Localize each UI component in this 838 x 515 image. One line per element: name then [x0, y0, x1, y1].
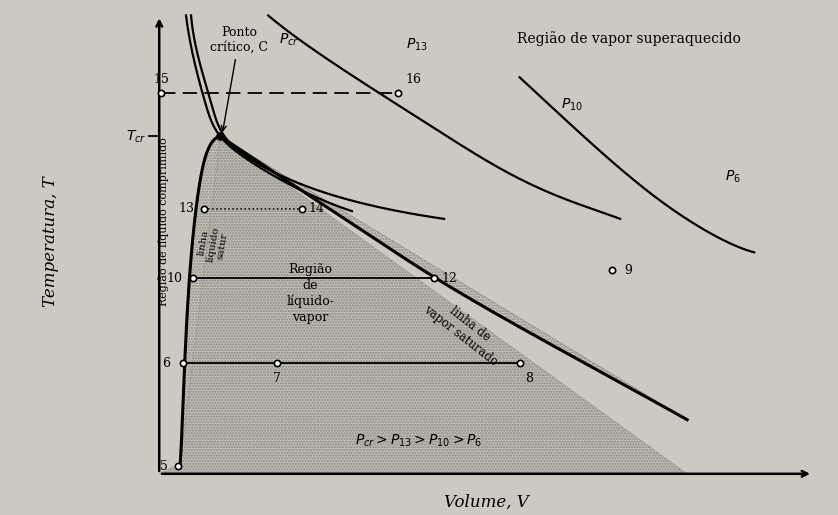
- Text: 7: 7: [272, 372, 281, 385]
- Text: 14: 14: [308, 202, 325, 215]
- Polygon shape: [180, 136, 687, 464]
- Text: 9: 9: [624, 264, 633, 277]
- Text: $P_{cr}$: $P_{cr}$: [279, 32, 299, 48]
- Polygon shape: [159, 136, 687, 474]
- Text: linha de
vapor saturado: linha de vapor saturado: [421, 291, 510, 368]
- Text: 8: 8: [525, 372, 534, 385]
- Text: 13: 13: [178, 202, 195, 215]
- Text: 5: 5: [160, 459, 168, 473]
- Text: $P_{10}$: $P_{10}$: [561, 96, 583, 113]
- Text: Região de vapor superaquecido: Região de vapor superaquecido: [516, 31, 741, 46]
- Text: $P_{cr} > P_{13} > P_{10} > P_6$: $P_{cr} > P_{13} > P_{10} > P_6$: [355, 432, 483, 449]
- Text: 16: 16: [405, 73, 422, 87]
- Text: 10: 10: [166, 271, 183, 285]
- Text: Volume, V: Volume, V: [443, 493, 529, 511]
- Text: Temperatura, T: Temperatura, T: [42, 177, 59, 307]
- Text: $P_{13}$: $P_{13}$: [406, 37, 428, 54]
- Text: linha
líquido
satur: linha líquido satur: [195, 225, 230, 265]
- Text: 12: 12: [442, 271, 457, 285]
- Text: $T_{cr}$: $T_{cr}$: [127, 128, 147, 145]
- Text: Região de líquido comprimido: Região de líquido comprimido: [158, 137, 169, 306]
- Text: $P_6$: $P_6$: [725, 168, 741, 185]
- Text: Região
de
líquido-
vapor: Região de líquido- vapor: [286, 263, 334, 324]
- Text: 6: 6: [162, 356, 170, 370]
- Text: Ponto
crítico, C: Ponto crítico, C: [210, 26, 268, 131]
- Text: 15: 15: [153, 73, 168, 87]
